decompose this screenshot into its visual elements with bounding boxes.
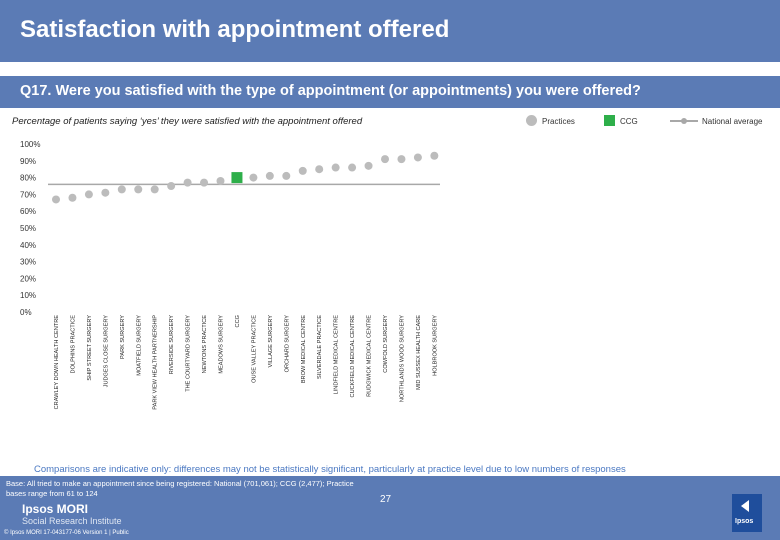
x-tick-label: SHIP STREET SURGERY — [87, 315, 93, 381]
x-tick-label: THE COURTYARD SURGERY — [186, 315, 192, 392]
ipsos-mori-logo: Ipsos MORI Social Research Institute — [22, 502, 122, 526]
x-tick-label: NEWTONS PRACTICE — [202, 315, 208, 374]
x-tick-label: RIVERSIDE SURGERY — [169, 315, 175, 375]
logo-line-1: Ipsos MORI — [22, 502, 89, 516]
x-tick-label: HOLBROOK SURGERY — [432, 315, 438, 376]
practice-point — [381, 155, 389, 164]
practice-point — [397, 155, 406, 164]
legend-label-ccg: CCG — [620, 117, 638, 126]
question-text: Q17. Were you satisfied with the type of… — [20, 83, 641, 99]
practice-point — [117, 185, 126, 194]
y-tick-label: 30% — [20, 258, 36, 267]
y-axis: 0% 10% 20% 30% 40% 50% 60% 70% 80% 90% 100% — [20, 140, 40, 317]
x-tick-label: PARK SURGERY — [120, 315, 126, 359]
x-tick-label: COWFOLD SURGERY — [383, 315, 389, 373]
scatter-chart: 0% 10% 20% 30% 40% 50% 60% 70% 80% 90% 100% CRAWLE… — [20, 140, 440, 410]
practice-point — [216, 176, 225, 185]
y-tick-label: 20% — [20, 274, 36, 283]
practice-point — [364, 161, 373, 170]
practice-point — [167, 182, 176, 190]
logo-line-2: Social Research Institute — [22, 516, 122, 526]
x-tick-label: MOATFIELD SURGERY — [136, 315, 142, 376]
y-tick-label: 100% — [20, 140, 40, 149]
x-tick-label: RUDGWICK MEDICAL CENTRE — [367, 315, 373, 397]
grey-line-dot-icon — [681, 118, 687, 124]
copyright-text: © Ipsos MORI 17-043177-06 Version 1 | Pu… — [4, 530, 129, 536]
footer-bar: Base: All tried to make an appointment s… — [0, 476, 780, 540]
legend-label-national: National average — [702, 117, 763, 126]
x-tick-label: OUSE VALLEY PRACTICE — [251, 315, 257, 383]
x-tick-label: CUCKFIELD MEDICAL CENTRE — [350, 315, 356, 398]
legend-label-practices: Practices — [542, 117, 575, 126]
x-tick-label: NORTHLANDS WOOD SURGERY — [399, 315, 405, 402]
x-tick-label: MEADOWS SURGERY — [219, 315, 225, 374]
chart-subtitle: Percentage of patients saying ‘yes’ they… — [12, 116, 363, 127]
data-points — [52, 151, 439, 204]
y-tick-label: 40% — [20, 241, 36, 250]
green-square-icon — [604, 115, 615, 126]
practice-point — [150, 185, 159, 194]
practice-point — [183, 178, 192, 187]
slide-title: Satisfaction with appointment offered — [20, 16, 450, 43]
x-tick-label: JUDGES CLOSE SURGERY — [103, 315, 109, 388]
question-bar: Q17. Were you satisfied with the type of… — [0, 76, 780, 108]
ccg-point — [231, 172, 243, 184]
y-tick-label: 50% — [20, 224, 36, 233]
x-tick-label: CCG — [235, 315, 241, 327]
x-tick-label: MID SUSSEX HEALTH CARE — [416, 315, 422, 390]
practice-point — [249, 173, 258, 182]
practice-point — [265, 171, 274, 180]
x-tick-label: PARK VIEW HEALTH PARTNERSHIP — [153, 315, 159, 410]
practice-point — [298, 166, 307, 175]
practice-point — [348, 163, 357, 172]
y-tick-label: 80% — [20, 174, 36, 183]
comparison-note: Comparisons are indicative only: differe… — [34, 464, 626, 475]
ipsos-badge-logo: Ipsos — [732, 494, 762, 532]
grey-dot-icon — [526, 115, 537, 126]
practice-point — [430, 151, 439, 160]
x-tick-label: SILVERDALE PRACTICE — [317, 315, 323, 379]
x-axis-labels: CRAWLEY DOWN HEALTH CENTRE DOLPHINS PRACT… — [54, 315, 438, 410]
y-tick-label: 60% — [20, 207, 36, 216]
practice-point — [134, 185, 143, 194]
arrow-icon — [741, 500, 749, 512]
practice-point — [331, 163, 340, 172]
x-tick-label: ORCHARD SURGERY — [284, 315, 290, 373]
practice-point — [101, 188, 110, 197]
x-tick-label: VILLAGE SURGERY — [268, 315, 274, 368]
base-text: Base: All tried to make an appointment s… — [6, 479, 354, 498]
page-number: 27 — [380, 494, 392, 505]
practice-point — [68, 193, 77, 202]
y-tick-label: 70% — [20, 190, 36, 199]
x-tick-label: CRAWLEY DOWN HEALTH CENTRE — [54, 315, 60, 410]
x-tick-label: BROW MEDICAL CENTRE — [301, 315, 307, 383]
practice-point — [84, 190, 93, 199]
practice-point — [52, 195, 60, 204]
y-tick-label: 0% — [20, 308, 32, 317]
practice-point — [282, 171, 291, 180]
badge-text: Ipsos — [735, 518, 754, 525]
y-tick-label: 10% — [20, 291, 36, 300]
title-bar: Satisfaction with appointment offered — [0, 0, 780, 62]
x-tick-label: LINDFIELD MEDICAL CENTRE — [334, 315, 340, 395]
practice-point — [200, 178, 209, 187]
x-tick-label: DOLPHINS PRACTICE — [70, 315, 76, 374]
practice-point — [315, 165, 324, 174]
y-tick-label: 90% — [20, 157, 36, 166]
practice-point — [413, 153, 422, 162]
